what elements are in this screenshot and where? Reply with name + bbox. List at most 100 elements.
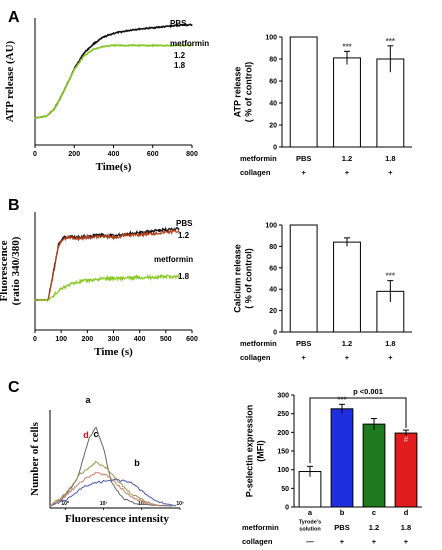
row-cell: + [388,353,393,362]
row-label-metformin: metformin [242,523,279,532]
x-tick-label: 800 [186,151,198,158]
series-point [52,273,54,275]
y-axis-title: Number of cells [29,421,41,495]
series-point [142,44,144,47]
series-point [57,244,60,246]
row-label-collagen: collagen [242,537,273,546]
atp-trace-chart: 0 200 400 600 800 Time(s) ATP release (AU) PBS m… [4,18,209,173]
bar-c [362,423,386,508]
series-point [103,45,105,47]
series-line-1-8 [34,273,180,302]
bar-1-8 [376,58,405,148]
series-line-PBS [34,23,193,119]
y-axis-title: Fluorescence(ratio 340/380) [0,236,22,305]
series-point [52,295,54,297]
series-point [178,276,180,278]
series-point [191,44,193,47]
series-label-1-2: 1.2 [178,231,190,240]
row-cell: 1.2 [342,154,352,163]
row-cell: 1.8 [385,339,395,348]
series-point [171,25,173,27]
y-axis-title: ATP release( % of control) [233,62,254,123]
y-tick-label: 60 [269,79,277,86]
row-cell: 1.8 [401,523,411,532]
series-point [122,44,124,47]
x-tick-label: 100 [55,336,67,343]
series-label-pbs: PBS [176,219,193,228]
series-point [60,287,62,289]
x-tick-label: 500 [160,336,172,343]
bar-1-2 [333,241,361,333]
series-point [34,299,36,301]
series-point [76,237,78,239]
series-point [68,237,70,239]
category-label-b: b [340,508,345,517]
series-point [112,237,115,239]
x-tick-label: 400 [108,151,120,158]
series-point [63,238,65,240]
row-cell: + [388,168,393,177]
row-cell: Tyrode's solution [299,520,321,533]
y-tick-label: 40 [269,101,277,108]
x-tick-label: 400 [134,336,146,343]
series-label-pbs: PBS [170,19,187,28]
y-axis-title: Calcium release( % of control) [233,244,254,313]
row-cell: 1.2 [342,339,352,348]
series-point [139,232,141,234]
x-tick-label: 200 [81,336,93,343]
series-point [161,44,164,47]
y-tick-label: 300 [277,393,289,400]
series-point [178,228,180,230]
significance-marker: *** [386,272,396,281]
bar-a [298,471,322,508]
series-point [178,230,180,232]
series-point [125,277,128,279]
series-point [165,231,167,233]
series-point [125,234,128,236]
series-point [99,278,102,280]
category-label-a: a [308,508,313,517]
series-point [83,55,85,57]
annotation-1-8: 1.8 [174,61,186,70]
row-cell: 1.2 [369,523,379,532]
y-axis-title: ATP release (AU) [4,40,16,122]
significance-marker: *** [342,42,352,51]
row-cell: + [301,353,306,362]
row-cell: PBS [334,523,349,532]
x-axis-title: Fluorescence intensity [65,513,169,525]
series-point [103,36,105,38]
histogram-curve-d [49,471,161,507]
y-tick-label: 0 [273,145,277,152]
panel-letter-a: A [8,9,20,26]
y-tick-label: 50 [281,486,289,493]
y-tick-label: 80 [269,244,277,251]
x-tick-label: 10¹ [100,501,108,507]
x-tick-label: 0 [33,336,37,343]
series-label-1-8: 1.8 [178,272,190,281]
panel-letter-b: B [8,197,20,214]
series-line-1-2 [34,228,180,302]
series-point [152,44,154,47]
row-cell: — [306,537,314,546]
x-axis-title: Time(s) [96,161,132,173]
series-point [132,44,134,47]
x-tick-label: 0 [33,151,37,158]
series-point [181,24,183,26]
y-tick-label: 100 [265,223,277,230]
bar-PBS [289,36,318,148]
series-point [57,243,60,245]
x-tick-label: 200 [68,151,80,158]
row-cell: + [340,537,345,546]
series-line-PBS [35,226,180,302]
category-label-c: c [372,508,376,517]
y-tick-label: 20 [269,308,277,315]
series-point [63,89,66,91]
series-point [142,28,144,30]
series-point [93,43,95,45]
series-point [152,276,154,278]
series-point [152,230,154,232]
significance-marker: *** [386,37,396,46]
row-cell: + [372,537,377,546]
bar-d [394,432,418,508]
